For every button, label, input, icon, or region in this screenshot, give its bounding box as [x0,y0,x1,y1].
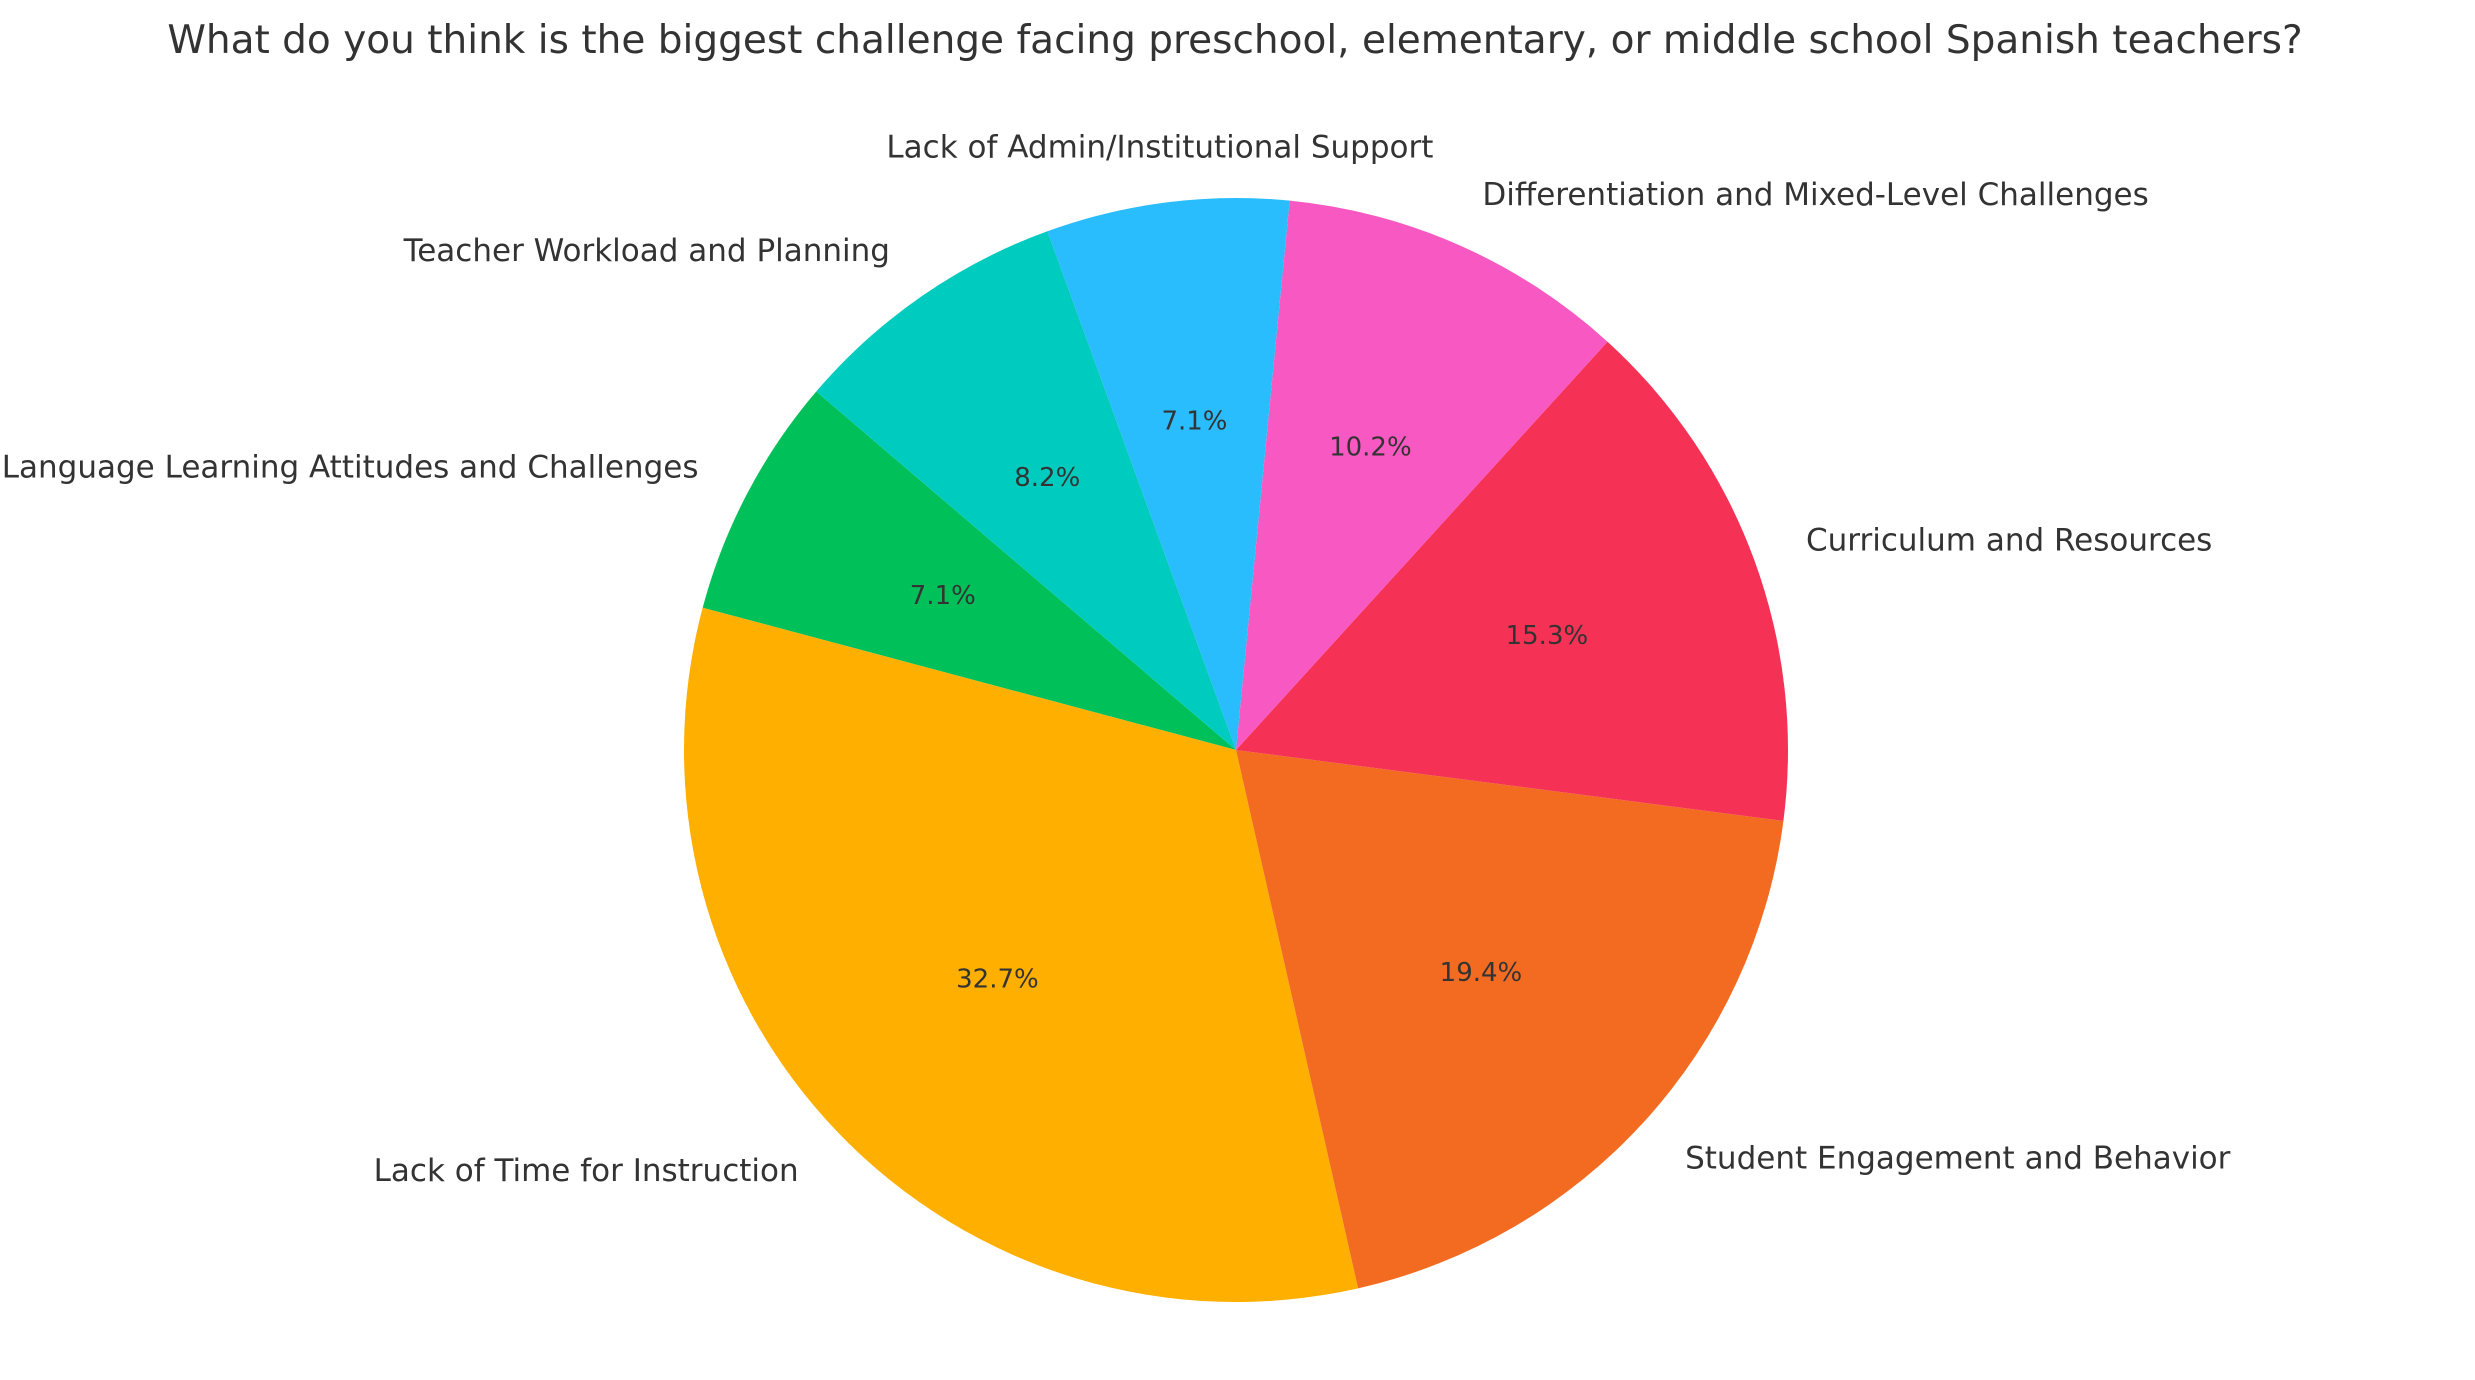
chart-title: What do you think is the biggest challen… [167,18,2302,63]
pie-slice [702,391,1236,750]
pie-slice [683,607,1359,1302]
pie-slice [1047,198,1290,751]
pie-slice [1236,200,1608,750]
slice-category-label: Student Engagement and Behavior [1685,1141,2231,1177]
slice-percent-label: 32.7% [956,965,1039,995]
slice-percent-label: 10.2% [1329,432,1412,462]
slice-percent-label: 15.3% [1506,621,1589,651]
slice-category-label: Lack of Time for Instruction [374,1153,799,1189]
pie-slice [816,231,1236,750]
slice-category-label: Differentiation and Mixed-Level Challeng… [1482,177,2148,213]
slice-percent-label: 8.2% [1014,463,1080,493]
slice-percent-label: 7.1% [910,581,976,611]
slice-category-label: Lack of Admin/Institutional Support [886,130,1433,166]
slice-category-label: Teacher Workload and Planning [403,233,890,269]
slice-category-label: Language Learning Attitudes and Challeng… [2,450,699,486]
pie-slice [1236,341,1788,821]
pie-slice [1236,750,1784,1289]
slice-percent-label: 19.4% [1440,958,1523,988]
slice-category-label: Curriculum and Resources [1806,523,2212,559]
slice-percent-label: 7.1% [1161,406,1227,436]
pie-slices [683,198,1788,1302]
pie-labels: 7.1% Language Learning Attitudes and Chal… [2,130,2231,1190]
